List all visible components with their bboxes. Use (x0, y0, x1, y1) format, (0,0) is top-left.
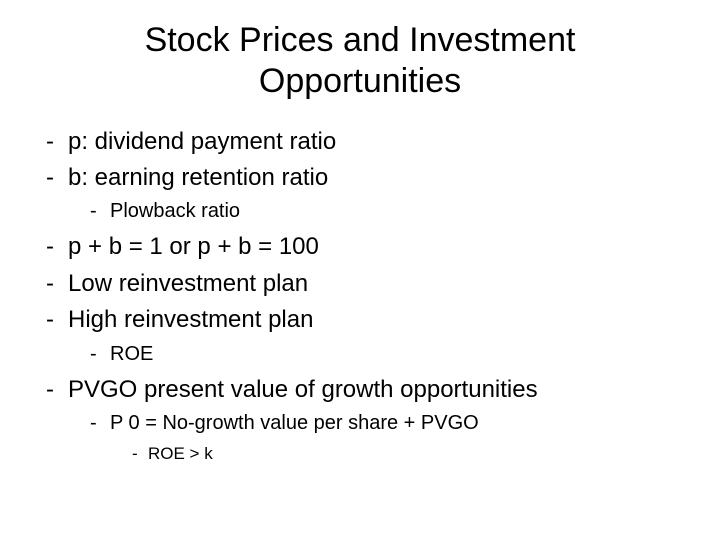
bullet-level-1: b: earning retention ratio (40, 162, 680, 194)
bullet-level-2: ROE (40, 341, 680, 368)
bullet-level-2: P 0 = No-growth value per share + PVGO (40, 410, 680, 437)
bullet-level-1: p + b = 1 or p + b = 100 (40, 231, 680, 263)
bullet-level-2: Plowback ratio (40, 198, 680, 225)
bullet-list: p: dividend payment ratio b: earning ret… (40, 126, 680, 466)
bullet-level-3: ROE > k (40, 443, 680, 466)
bullet-level-1: p: dividend payment ratio (40, 126, 680, 158)
bullet-level-1: PVGO present value of growth opportuniti… (40, 374, 680, 406)
slide-title: Stock Prices and Investment Opportunitie… (40, 20, 680, 102)
bullet-level-1: High reinvestment plan (40, 304, 680, 336)
bullet-level-1: Low reinvestment plan (40, 268, 680, 300)
